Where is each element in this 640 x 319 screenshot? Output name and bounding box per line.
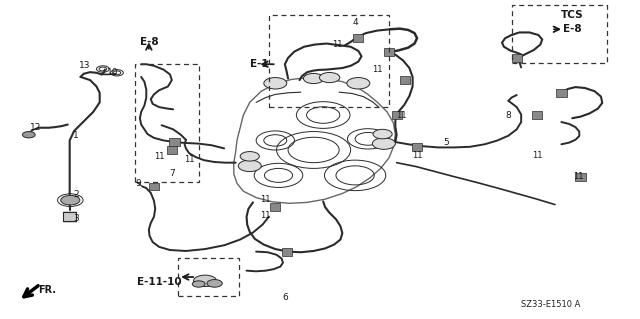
Text: 2: 2	[73, 190, 79, 199]
Text: 11: 11	[260, 211, 271, 219]
Text: 4: 4	[352, 19, 358, 27]
Circle shape	[373, 129, 392, 139]
Text: 11: 11	[532, 151, 542, 160]
Text: 11: 11	[154, 152, 165, 161]
Circle shape	[61, 196, 80, 205]
Text: 11: 11	[372, 65, 383, 74]
Text: FR.: FR.	[38, 285, 56, 295]
Text: 3: 3	[73, 214, 79, 223]
Circle shape	[240, 152, 259, 161]
Bar	[511, 5, 607, 63]
Text: 11: 11	[260, 195, 271, 204]
Text: 11: 11	[412, 151, 422, 160]
Circle shape	[192, 281, 205, 287]
Bar	[511, 54, 522, 62]
Bar	[532, 111, 542, 119]
Circle shape	[207, 279, 222, 287]
Bar	[270, 203, 280, 211]
Text: 5: 5	[444, 137, 449, 146]
Bar	[170, 138, 179, 146]
Text: E-11-10: E-11-10	[137, 277, 181, 287]
Circle shape	[347, 78, 370, 89]
Text: 12: 12	[30, 123, 42, 132]
Bar	[63, 212, 76, 221]
Bar	[178, 258, 239, 296]
Bar	[269, 15, 389, 107]
Text: 7: 7	[169, 169, 175, 178]
Text: 11: 11	[397, 111, 407, 120]
Circle shape	[319, 72, 340, 83]
Bar	[412, 143, 422, 151]
Circle shape	[372, 138, 396, 149]
Circle shape	[22, 131, 35, 138]
Bar	[135, 64, 198, 182]
Text: TCS: TCS	[561, 10, 584, 20]
Bar	[384, 48, 394, 56]
Bar	[282, 249, 292, 256]
Bar	[575, 173, 586, 181]
Text: 11: 11	[573, 173, 584, 182]
Bar	[400, 76, 410, 84]
Circle shape	[193, 275, 216, 286]
Circle shape	[238, 160, 261, 172]
Bar	[149, 183, 159, 190]
Text: 11: 11	[184, 155, 195, 164]
Text: 10: 10	[107, 68, 118, 77]
Text: E-8: E-8	[563, 24, 582, 34]
Text: 13: 13	[79, 61, 91, 70]
Bar	[556, 89, 566, 97]
Bar	[392, 111, 402, 119]
Text: 8: 8	[506, 111, 511, 120]
Text: SZ33-E1510 A: SZ33-E1510 A	[521, 300, 580, 309]
Text: 9: 9	[135, 179, 141, 188]
Text: E-8: E-8	[140, 37, 158, 47]
Text: E-1: E-1	[250, 59, 269, 69]
Circle shape	[303, 73, 324, 84]
Text: 6: 6	[282, 293, 288, 302]
Text: 1: 1	[73, 131, 79, 140]
Circle shape	[264, 78, 287, 89]
Bar	[353, 34, 364, 42]
Text: 11: 11	[332, 40, 342, 49]
Bar	[167, 146, 177, 154]
